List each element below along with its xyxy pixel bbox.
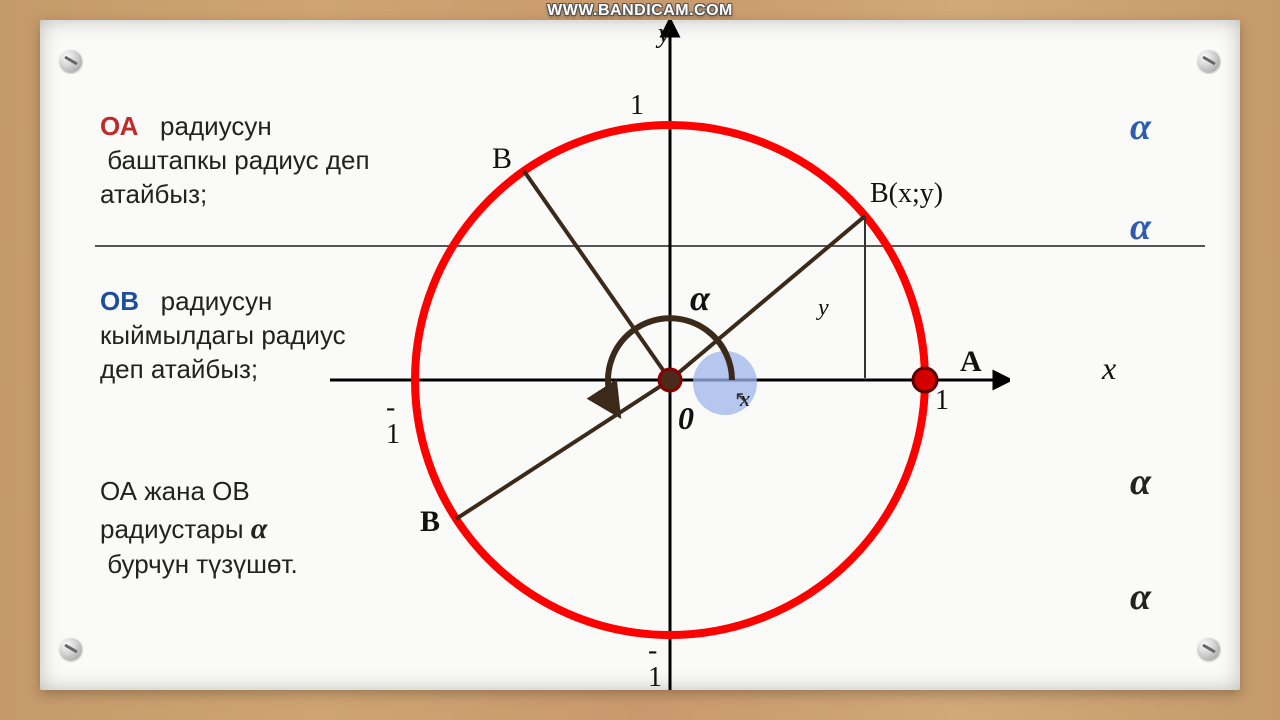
small-y-label: y bbox=[818, 295, 829, 322]
point-b-xy-label: В(x;y) bbox=[870, 178, 943, 210]
bandicam-watermark: WWW.BANDICAM.COM bbox=[547, 2, 733, 20]
screw-icon bbox=[60, 638, 82, 660]
point-a bbox=[913, 368, 937, 392]
right-alpha: α bbox=[1130, 575, 1151, 619]
point-b-q3-label: В bbox=[420, 505, 440, 539]
screw-icon bbox=[60, 50, 82, 72]
b3-alpha: α bbox=[251, 512, 268, 545]
screw-icon bbox=[1198, 638, 1220, 660]
right-alpha: α bbox=[1130, 205, 1151, 249]
tick-neg1-bottom: - 1 bbox=[648, 638, 662, 691]
point-origin bbox=[659, 369, 681, 391]
oa-tag: ОА bbox=[100, 111, 138, 141]
tick-neg1-left: - 1 bbox=[386, 395, 400, 448]
b3-pre: ОА bbox=[100, 476, 137, 506]
small-x-label: x bbox=[740, 386, 750, 412]
unit-circle-diagram bbox=[330, 20, 1010, 690]
x-axis-label: x bbox=[1102, 350, 1116, 387]
tick-1-right: 1 bbox=[935, 385, 949, 417]
point-b-q2-label: В bbox=[492, 142, 512, 176]
radius-ob-q3 bbox=[456, 380, 670, 519]
right-alpha: α bbox=[1130, 105, 1151, 149]
point-a-label: А bbox=[960, 345, 982, 379]
tick-1-top: 1 bbox=[630, 90, 644, 122]
slide-card: ОА радиусун баштапкы радиус деп атайбыз;… bbox=[40, 20, 1240, 690]
origin-label: 0 bbox=[678, 400, 694, 437]
radius-ob-q2 bbox=[524, 171, 670, 380]
screw-icon bbox=[1198, 50, 1220, 72]
b3-post: бурчун түзүшөт. bbox=[100, 549, 298, 579]
ob-tag: ОВ bbox=[100, 286, 139, 316]
right-alpha: α bbox=[1130, 460, 1151, 504]
y-axis-label: y bbox=[658, 18, 670, 50]
alpha-arc-label: α bbox=[690, 277, 710, 319]
